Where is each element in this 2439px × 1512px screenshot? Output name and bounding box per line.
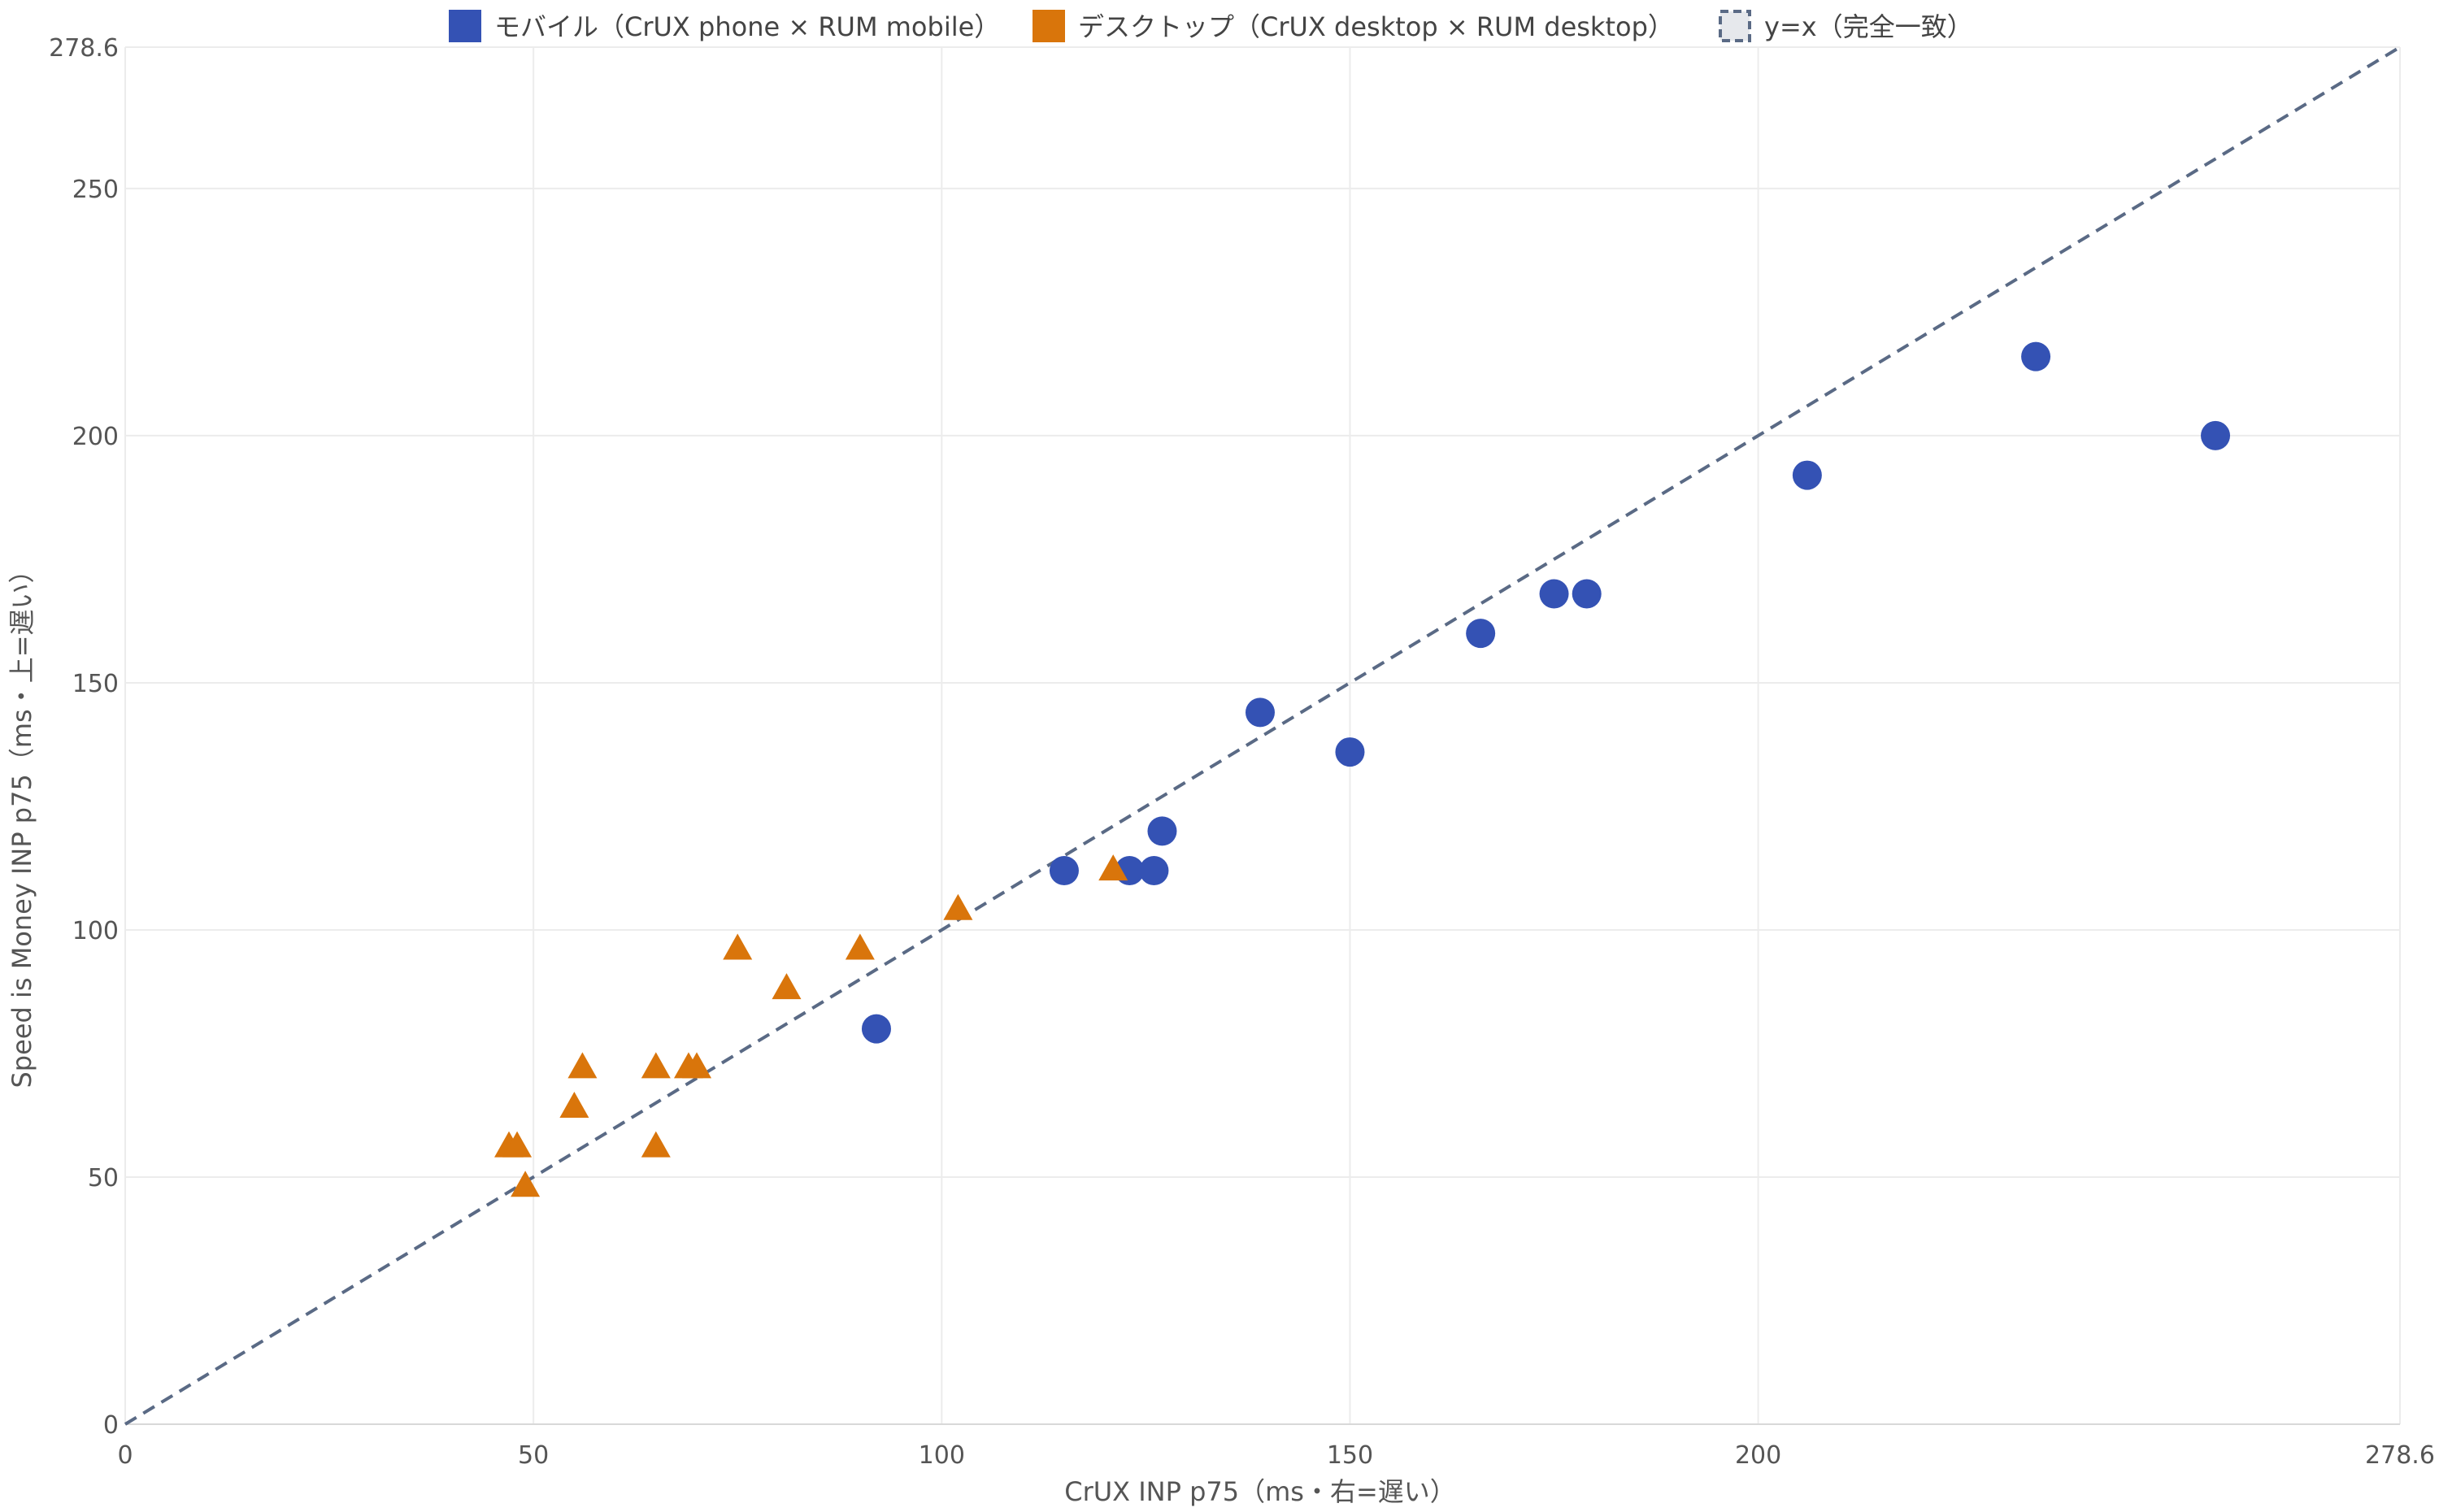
legend-swatch — [1719, 10, 1751, 42]
mobile-data-point — [1139, 855, 1169, 885]
y-tick-label: 150 — [72, 670, 119, 698]
legend-item-reference: y=x（完全一致） — [1719, 10, 1973, 42]
desktop-data-point — [772, 973, 802, 1000]
legend-label: モバイル（CrUX phone × RUM mobile） — [494, 11, 1000, 42]
desktop-data-point — [641, 1131, 671, 1158]
mobile-data-point — [1245, 697, 1275, 728]
x-tick-label: 50 — [518, 1441, 549, 1470]
mobile-data-point — [1466, 619, 1496, 649]
x-tick-label: 0 — [117, 1441, 133, 1470]
desktop-data-point — [1098, 854, 1128, 881]
mobile-data-point — [1147, 816, 1177, 846]
desktop-data-point — [559, 1092, 589, 1119]
mobile-data-point — [1539, 579, 1569, 609]
y-tick-label: 50 — [88, 1164, 119, 1193]
data-points — [494, 341, 2231, 1197]
legend: モバイル（CrUX phone × RUM mobile） デスクトップ（CrUX… — [449, 10, 1973, 42]
axes: 0 50 100 150 200 278.6 0 50 100 150 200 250 278.6 — [49, 34, 2435, 1470]
y-tick-label: 278.6 — [49, 34, 119, 63]
x-tick-label: 200 — [1735, 1441, 1781, 1470]
mobile-data-point — [2021, 341, 2051, 371]
x-tick-label: 100 — [919, 1441, 965, 1470]
y-tick-label: 200 — [72, 423, 119, 451]
legend-label: y=x（完全一致） — [1764, 11, 1973, 42]
mobile-data-point — [2201, 420, 2231, 450]
desktop-data-point — [845, 933, 875, 960]
legend-swatch — [449, 10, 481, 42]
legend-label: デスクトップ（CrUX desktop × RUM desktop） — [1078, 11, 1674, 42]
x-tick-label: 278.6 — [2365, 1441, 2435, 1470]
desktop-data-point — [943, 893, 973, 920]
reference-line-layer — [124, 46, 2402, 1426]
reference-line-y-equals-x — [124, 46, 2402, 1426]
mobile-data-point — [1049, 855, 1079, 885]
legend-swatch — [1033, 10, 1065, 42]
desktop-data-point — [641, 1052, 671, 1079]
desktop-data-point — [723, 933, 753, 960]
y-axis-title: Speed is Money INP p75（ms・上=遅い） — [7, 557, 37, 1088]
x-axis-title: CrUX INP p75（ms・右=遅い） — [1064, 1476, 1456, 1507]
desktop-data-point — [502, 1131, 533, 1158]
legend-item-desktop: デスクトップ（CrUX desktop × RUM desktop） — [1033, 10, 1674, 42]
desktop-data-point — [682, 1052, 712, 1079]
x-tick-label: 150 — [1327, 1441, 1373, 1470]
desktop-data-point — [511, 1171, 541, 1197]
y-tick-label: 0 — [103, 1411, 119, 1440]
mobile-data-point — [1572, 579, 1602, 609]
mobile-data-point — [861, 1014, 891, 1044]
y-tick-label: 250 — [72, 176, 119, 204]
mobile-data-point — [1792, 460, 1822, 490]
mobile-data-point — [1335, 737, 1365, 767]
y-tick-label: 100 — [72, 917, 119, 945]
legend-item-mobile: モバイル（CrUX phone × RUM mobile） — [449, 10, 1000, 42]
grid — [124, 46, 2401, 1425]
desktop-data-point — [567, 1052, 598, 1079]
